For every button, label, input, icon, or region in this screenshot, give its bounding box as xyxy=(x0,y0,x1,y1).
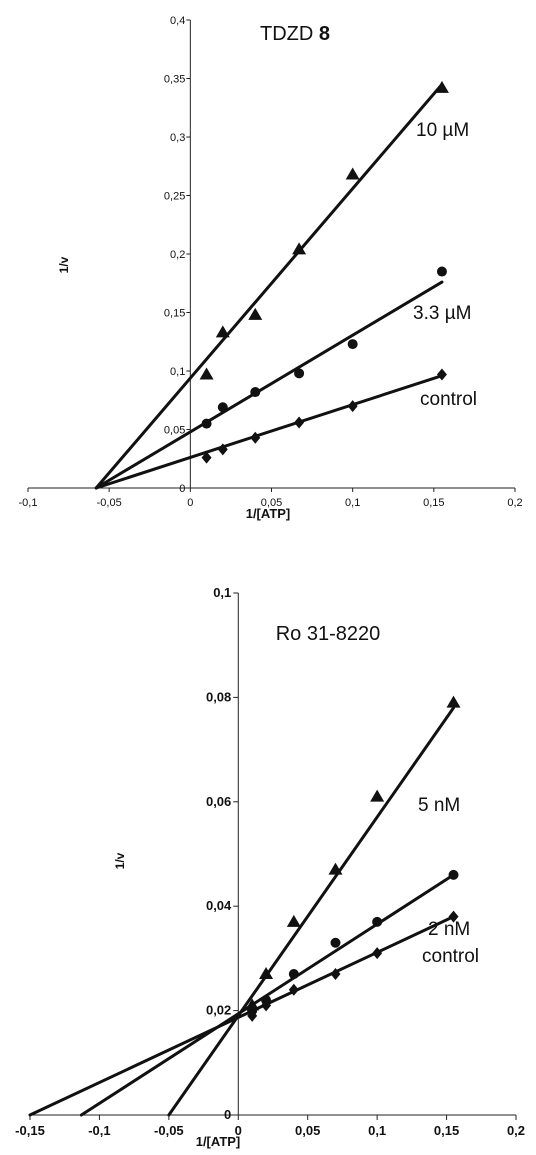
data-point-triangle xyxy=(199,367,214,380)
chart-title: Ro 31-8220 xyxy=(276,623,381,645)
x-tick-label: 0,15 xyxy=(434,1123,459,1138)
series-fit-line xyxy=(94,374,444,490)
y-axis-title: 1/v xyxy=(113,852,127,869)
x-tick-label: -0,05 xyxy=(154,1123,184,1138)
y-tick-label: 0,4 xyxy=(170,15,185,27)
data-point-triangle xyxy=(370,789,385,802)
data-point-diamond xyxy=(330,968,341,981)
y-tick-label: 0,1 xyxy=(170,366,185,378)
data-point-circle xyxy=(436,266,447,277)
data-point-triangle xyxy=(248,307,263,320)
x-tick-label: 0,05 xyxy=(261,497,282,509)
series-label-control: control xyxy=(420,389,477,410)
data-point-diamond xyxy=(247,1009,258,1022)
data-point-diamond xyxy=(261,999,272,1012)
data-point-diamond xyxy=(250,431,261,444)
x-tick-label: 0 xyxy=(187,497,193,509)
series-fit-line xyxy=(79,873,456,1117)
y-tick-label: 0,05 xyxy=(164,425,185,437)
y-tick-label: 0,35 xyxy=(164,74,185,86)
y-tick-label: 0,08 xyxy=(206,689,231,704)
y-tick-label: 0,2 xyxy=(170,249,185,261)
data-point-circle xyxy=(347,339,358,350)
x-tick-label: 0,15 xyxy=(423,497,444,509)
data-point-circle xyxy=(201,418,212,429)
y-tick-label: 0 xyxy=(224,1107,231,1122)
chart-tdzd8: TDZD 8 1/[ATP] 1/v 10 µM 3.3 µM control … xyxy=(19,15,523,521)
x-tick-label: -0,05 xyxy=(97,497,122,509)
data-point-circle xyxy=(288,969,299,980)
y-tick-label: 0,15 xyxy=(164,308,185,320)
y-tick-label: 0,02 xyxy=(206,1003,231,1018)
series-fit-line xyxy=(28,915,456,1117)
data-point-diamond xyxy=(372,947,383,960)
data-point-diamond xyxy=(436,368,447,381)
series-label-2nM: 2 nM xyxy=(428,919,470,940)
chart-ro31-8220: Ro 31-8220 1/[ATP] 1/v 5 nM 2 nM control… xyxy=(15,585,525,1149)
y-axis-title: 1/v xyxy=(57,256,71,273)
x-axis-title: 1/[ATP] xyxy=(196,1134,241,1149)
data-point-circle xyxy=(294,368,305,379)
y-tick-label: 0,3 xyxy=(170,132,185,144)
data-point-diamond xyxy=(294,416,305,429)
data-point-triangle xyxy=(259,967,274,980)
data-point-triangle xyxy=(446,695,461,708)
data-point-triangle xyxy=(345,167,360,180)
data-point-circle xyxy=(372,916,383,927)
data-point-diamond xyxy=(448,910,459,923)
series-fit-line xyxy=(167,706,456,1117)
x-tick-label: 0,1 xyxy=(368,1123,386,1138)
x-tick-label: 0 xyxy=(235,1123,242,1138)
data-point-circle xyxy=(330,937,341,948)
y-tick-label: 0,06 xyxy=(206,794,231,809)
data-point-triangle xyxy=(215,325,230,338)
x-tick-label: 0,2 xyxy=(507,497,522,509)
series-label-3-3uM: 3.3 µM xyxy=(413,303,471,324)
series-label-10uM: 10 µM xyxy=(416,120,469,141)
x-tick-label: -0,1 xyxy=(88,1123,110,1138)
data-point-triangle xyxy=(292,242,307,255)
series-fit-line xyxy=(94,280,444,490)
data-point-diamond xyxy=(217,443,228,456)
series-label-5nM: 5 nM xyxy=(418,795,460,816)
series-fit-line xyxy=(94,82,444,490)
x-tick-label: -0,1 xyxy=(19,497,38,509)
data-point-triangle xyxy=(434,80,449,93)
data-point-triangle xyxy=(328,862,343,875)
y-tick-label: 0,1 xyxy=(213,585,231,600)
x-tick-label: 0,1 xyxy=(345,497,360,509)
y-tick-label: 0,04 xyxy=(206,898,232,913)
y-tick-label: 0 xyxy=(179,483,185,495)
x-axis-title: 1/[ATP] xyxy=(246,506,291,521)
chart-title: TDZD 8 xyxy=(260,23,330,45)
data-point-circle xyxy=(250,387,261,398)
x-tick-label: -0,15 xyxy=(15,1123,45,1138)
data-point-circle xyxy=(448,869,459,880)
data-point-triangle xyxy=(286,914,301,927)
data-point-diamond xyxy=(201,451,212,464)
series-label-control: control xyxy=(422,946,479,967)
y-tick-label: 0,25 xyxy=(164,191,185,203)
data-point-diamond xyxy=(347,400,358,413)
data-point-circle xyxy=(217,402,228,413)
x-tick-label: 0,05 xyxy=(295,1123,320,1138)
data-point-diamond xyxy=(288,983,299,996)
x-tick-label: 0,2 xyxy=(507,1123,525,1138)
